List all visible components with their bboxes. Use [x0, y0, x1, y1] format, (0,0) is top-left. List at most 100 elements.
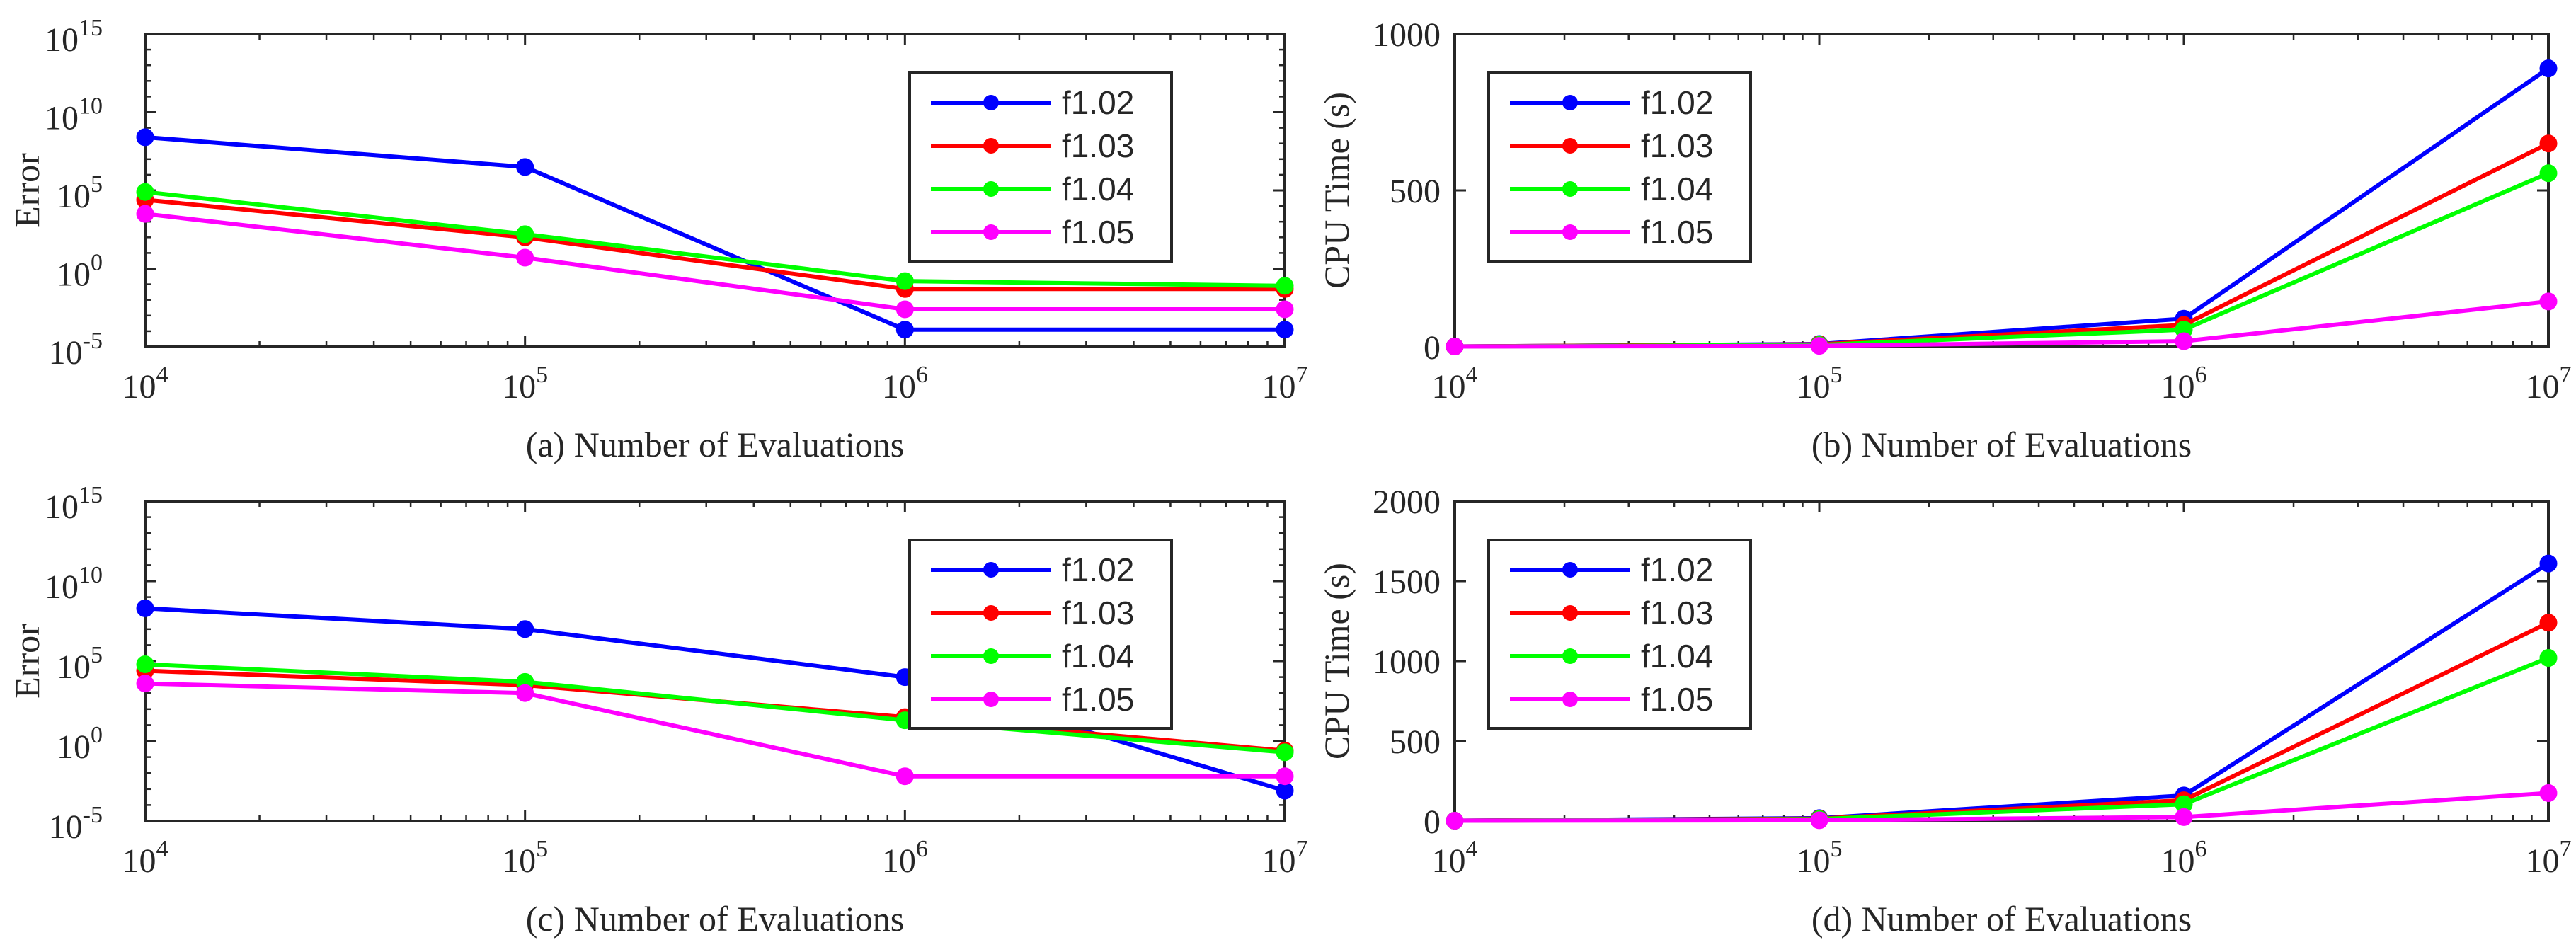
- y-tick-label: 100: [57, 722, 103, 766]
- legend-marker-f1.03: [983, 605, 999, 621]
- x-tick-label: 107: [2526, 836, 2572, 880]
- legend-marker-f1.04: [1562, 181, 1578, 197]
- y-tick-label: 1010: [45, 562, 103, 606]
- x-tick-label: 107: [1262, 836, 1308, 880]
- legend-label: f1.03: [1062, 127, 1134, 164]
- x-tick-label: 104: [1432, 836, 1478, 880]
- data-point-f1.05: [136, 675, 154, 693]
- data-point-f1.05: [895, 300, 914, 319]
- y-axis-label: Error: [7, 624, 47, 699]
- y-tick-label: 1500: [1373, 563, 1441, 601]
- legend: f1.02 f1.03 f1.04 f1.05: [908, 71, 1173, 263]
- series-line-f1.05: [1454, 299, 2549, 349]
- data-point-f1.05: [2175, 808, 2193, 826]
- data-point-f1.02: [2539, 554, 2558, 573]
- legend-label: f1.04: [1641, 171, 1713, 207]
- legend-marker-f1.05: [983, 224, 999, 240]
- y-tick-label: 105: [57, 171, 103, 215]
- y-tick-label: 10-5: [49, 328, 103, 372]
- x-tick-label: 105: [502, 362, 548, 406]
- data-point-f1.05: [1276, 767, 1294, 786]
- series-line-f1.02: [144, 134, 1285, 332]
- data-point-f1.05: [2175, 332, 2193, 350]
- panel-d: 104 105 106 107 0 500 1000 1500 2000 (d) Number o…: [1317, 483, 2572, 939]
- series-line-f1.04: [144, 190, 1286, 288]
- legend-marker-f1.03: [1562, 605, 1578, 621]
- legend-marker-f1.05: [983, 692, 999, 707]
- y-tick-label: 1010: [45, 93, 103, 137]
- data-point-f1.04: [136, 183, 154, 201]
- data-point-f1.02: [516, 158, 534, 176]
- legend-marker-f1.04: [983, 181, 999, 197]
- panel-c: 104 105 106 107 10-5 100 105 1010 1015 (c) Number…: [7, 482, 1308, 939]
- legend-marker-f1.02: [1562, 562, 1578, 578]
- legend-marker-f1.04: [983, 648, 999, 664]
- y-tick-label: 100: [57, 250, 103, 294]
- y-tick-label: 1015: [45, 482, 103, 526]
- data-point-f1.04: [136, 655, 154, 674]
- data-point-f1.02: [1276, 781, 1294, 800]
- x-tick-label: 105: [1797, 362, 1843, 406]
- x-tick-label: 104: [122, 362, 168, 406]
- data-point-f1.03: [2539, 134, 2558, 153]
- legend-label: f1.03: [1062, 595, 1134, 631]
- legend-label: f1.04: [1062, 638, 1134, 675]
- data-point-f1.04: [895, 272, 914, 290]
- data-point-f1.05: [136, 205, 154, 223]
- x-axis-label: (a) Number of Evaluations: [526, 425, 905, 464]
- data-point-f1.05: [895, 767, 914, 786]
- y-tick-label: 500: [1390, 723, 1441, 761]
- y-tick-label: 2000: [1373, 483, 1441, 521]
- legend-label: f1.04: [1062, 171, 1134, 207]
- y-tick-label: 1000: [1373, 16, 1441, 54]
- x-tick-label: 106: [882, 836, 928, 880]
- legend: f1.02 f1.03 f1.04 f1.05: [1487, 539, 1752, 730]
- panel-b: 104 105 106 107 0 500 1000 (b) Number of Evalua…: [1317, 16, 2572, 464]
- legend: f1.02 f1.03 f1.04 f1.05: [908, 539, 1173, 730]
- series-line-f1.04: [144, 662, 1286, 755]
- data-point-f1.05: [2539, 292, 2558, 311]
- legend-marker-f1.03: [1562, 138, 1578, 154]
- legend-marker-f1.02: [983, 95, 999, 110]
- data-point-f1.04: [516, 225, 534, 243]
- x-tick-label: 106: [2161, 362, 2207, 406]
- legend: f1.02 f1.03 f1.04 f1.05: [1487, 71, 1752, 263]
- data-point-f1.05: [516, 684, 534, 702]
- y-tick-label: 105: [57, 642, 103, 686]
- legend-label: f1.02: [1062, 551, 1134, 588]
- data-point-f1.04: [2539, 164, 2558, 183]
- x-tick-label: 107: [1262, 362, 1308, 406]
- x-axis-label: (b) Number of Evaluations: [1811, 425, 2192, 464]
- legend-label: f1.05: [1062, 214, 1134, 251]
- legend-marker-f1.03: [983, 138, 999, 154]
- data-point-f1.05: [1446, 812, 1464, 830]
- data-point-f1.02: [136, 128, 154, 147]
- series-line-f1.05: [144, 681, 1285, 779]
- data-point-f1.05: [516, 248, 534, 267]
- data-point-f1.02: [895, 321, 914, 339]
- y-axis-label: CPU Time (s): [1317, 92, 1356, 289]
- legend-label: f1.05: [1641, 214, 1713, 251]
- data-point-f1.02: [136, 599, 154, 617]
- data-point-f1.04: [2539, 648, 2558, 667]
- legend-label: f1.05: [1062, 681, 1134, 718]
- data-point-f1.02: [2539, 59, 2558, 78]
- data-point-f1.05: [1276, 300, 1294, 319]
- data-point-f1.04: [1276, 743, 1294, 762]
- legend-marker-f1.04: [1562, 648, 1578, 664]
- x-tick-label: 107: [2526, 362, 2572, 406]
- y-tick-label: 1015: [45, 15, 103, 59]
- series-line-f1.05: [1454, 791, 2549, 823]
- y-tick-label: 0: [1424, 329, 1441, 367]
- legend-marker-f1.05: [1562, 692, 1578, 707]
- x-tick-label: 104: [122, 836, 168, 880]
- x-axis-label: (d) Number of Evaluations: [1811, 899, 2192, 939]
- x-axis-label: (c) Number of Evaluations: [526, 899, 905, 939]
- legend-label: f1.03: [1641, 595, 1713, 631]
- y-axis-label: Error: [7, 153, 47, 228]
- legend-label: f1.03: [1641, 127, 1713, 164]
- data-point-f1.05: [1810, 811, 1828, 830]
- data-point-f1.05: [2539, 784, 2558, 802]
- x-tick-label: 104: [1432, 362, 1478, 406]
